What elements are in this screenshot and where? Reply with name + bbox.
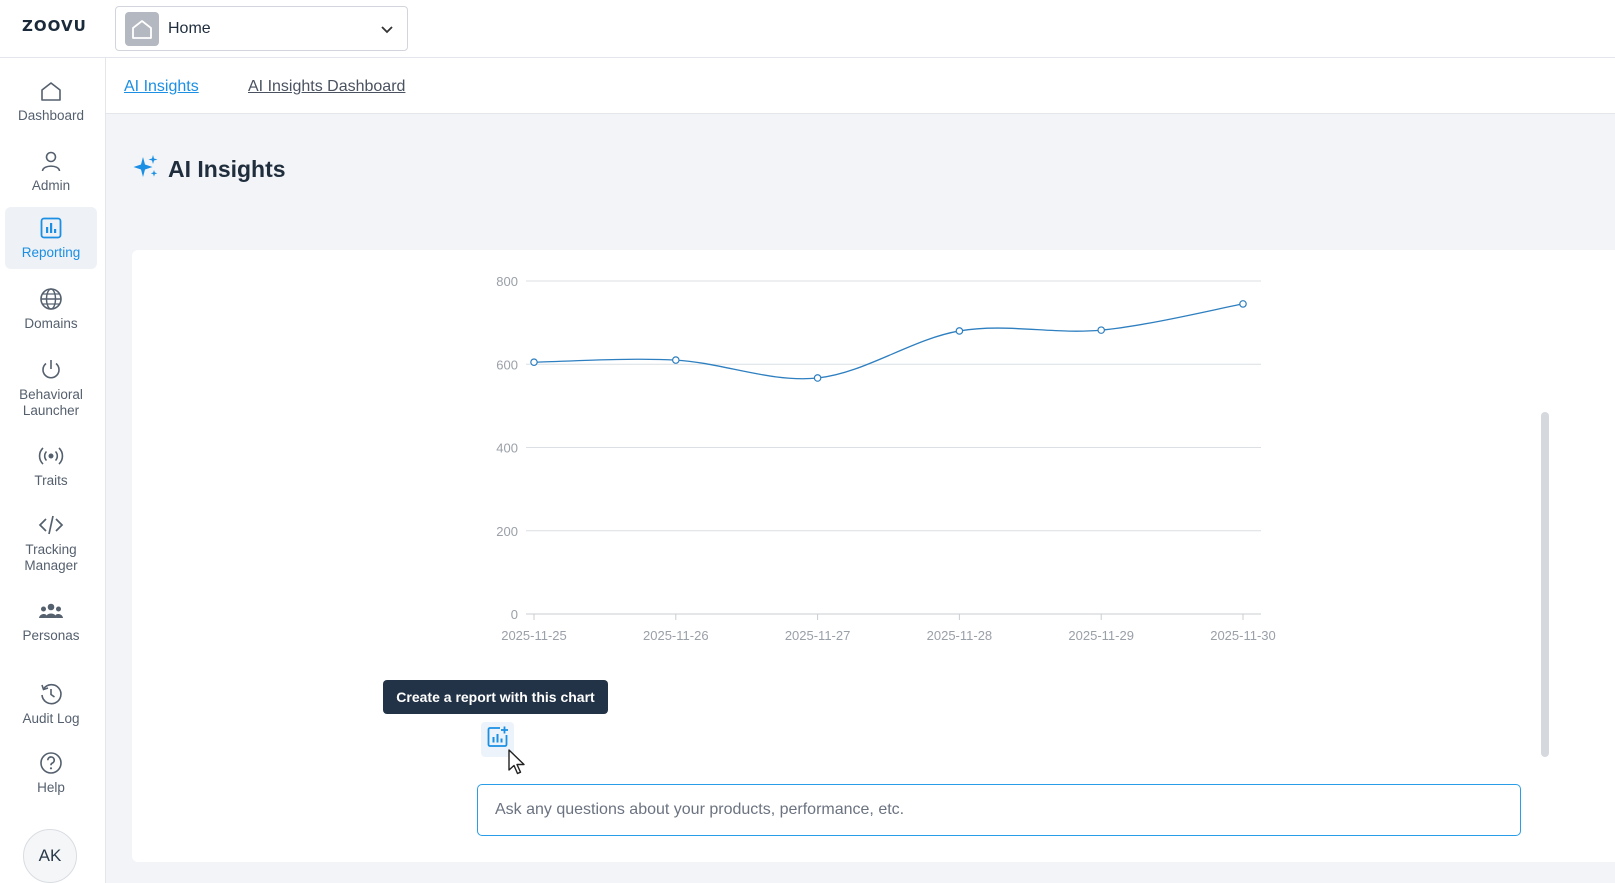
tab-ai-insights-dashboard[interactable]: AI Insights Dashboard (248, 78, 406, 95)
sidebar-item-traits[interactable]: Traits (5, 435, 97, 497)
help-icon (39, 751, 63, 775)
data-point (1097, 326, 1106, 334)
page-header: AI Insights (133, 154, 286, 185)
sidebar-item-behavioral-launcher[interactable]: Behavioral Launcher (5, 348, 97, 428)
line-chart: 0 200 400 600 800 2025-11-25 2025-11-26 2025-11… (496, 274, 1276, 643)
tab-ai-insights[interactable]: AI Insights (124, 78, 199, 95)
home-icon (125, 11, 159, 46)
data-point (813, 374, 822, 382)
code-icon (38, 513, 64, 537)
sidebar-item-reporting[interactable]: Reporting (5, 207, 97, 269)
sidebar-item-label: Tracking Manager (24, 541, 78, 573)
broadcast-icon (38, 444, 64, 468)
top-bar: ZOOVU Home (0, 0, 1615, 58)
sidebar-item-personas[interactable]: Personas (5, 590, 97, 652)
power-icon (39, 358, 63, 382)
bar-chart-icon (40, 216, 62, 240)
avatar[interactable]: AK (23, 829, 77, 883)
mouse-cursor-icon (507, 748, 527, 781)
sidebar-item-label: Traits (34, 472, 68, 488)
x-tick-label: 2025-11-26 (643, 628, 709, 643)
data-point (671, 356, 680, 364)
x-tick-label: 2025-11-29 (1068, 628, 1134, 643)
create-report-tooltip: Create a report with this chart (383, 680, 608, 714)
people-icon (38, 599, 64, 623)
history-icon (39, 682, 63, 706)
y-tick-label: 0 (511, 607, 518, 622)
sidebar-item-audit-log[interactable]: Audit Log (5, 672, 97, 736)
sidebar-item-label: Personas (22, 627, 80, 643)
sidebar-item-tracking-manager[interactable]: Tracking Manager (5, 503, 97, 583)
sidebar: Dashboard Admin Reporting Domains Behavi… (0, 58, 106, 883)
sidebar-item-label: Domains (24, 315, 78, 331)
workspace-selector[interactable]: Home (115, 6, 408, 51)
sidebar-item-dashboard[interactable]: Dashboard (5, 70, 97, 132)
sparkle-icon (133, 154, 159, 185)
y-tick-label: 200 (496, 524, 518, 539)
globe-icon (39, 287, 63, 311)
x-tick-label: 2025-11-30 (1210, 628, 1276, 643)
x-tick-label: 2025-11-28 (927, 628, 993, 643)
tabs-bar: AI Insights AI Insights Dashboard (106, 58, 1615, 114)
logo: ZOOVU (22, 17, 87, 35)
workspace-name: Home (168, 19, 211, 37)
data-point (955, 327, 964, 335)
series-line (533, 303, 1244, 380)
user-icon (39, 149, 63, 173)
chart-plus-icon (487, 726, 509, 753)
home-icon (39, 79, 63, 103)
data-point (1239, 300, 1247, 308)
sidebar-item-label: Audit Log (22, 710, 80, 726)
data-point (530, 358, 538, 366)
sidebar-item-label: Reporting (21, 244, 81, 260)
insight-card: 0 200 400 600 800 2025-11-25 2025-11-26 2025-11… (132, 250, 1615, 862)
chat-scrollbar[interactable] (1541, 412, 1549, 757)
y-tick-label: 800 (496, 274, 518, 289)
sidebar-item-label: Dashboard (17, 107, 85, 123)
sidebar-item-admin[interactable]: Admin (5, 140, 97, 202)
x-tick-label: 2025-11-25 (501, 628, 567, 643)
page-title: AI Insights (168, 156, 286, 182)
sidebar-item-help[interactable]: Help (5, 741, 97, 805)
y-tick-label: 600 (496, 357, 518, 372)
chat-input[interactable] (477, 784, 1521, 836)
main-content: AI Insights 0 200 400 600 800 2025-11-25 2025-… (106, 114, 1615, 883)
x-tick-label: 2025-11-27 (785, 628, 851, 643)
sidebar-item-label: Admin (31, 177, 71, 193)
y-tick-label: 400 (496, 441, 518, 456)
sidebar-item-domains[interactable]: Domains (5, 278, 97, 340)
sidebar-item-label: Help (37, 779, 65, 795)
sidebar-item-label: Behavioral Launcher (19, 386, 83, 418)
chevron-down-icon[interactable] (379, 21, 395, 42)
